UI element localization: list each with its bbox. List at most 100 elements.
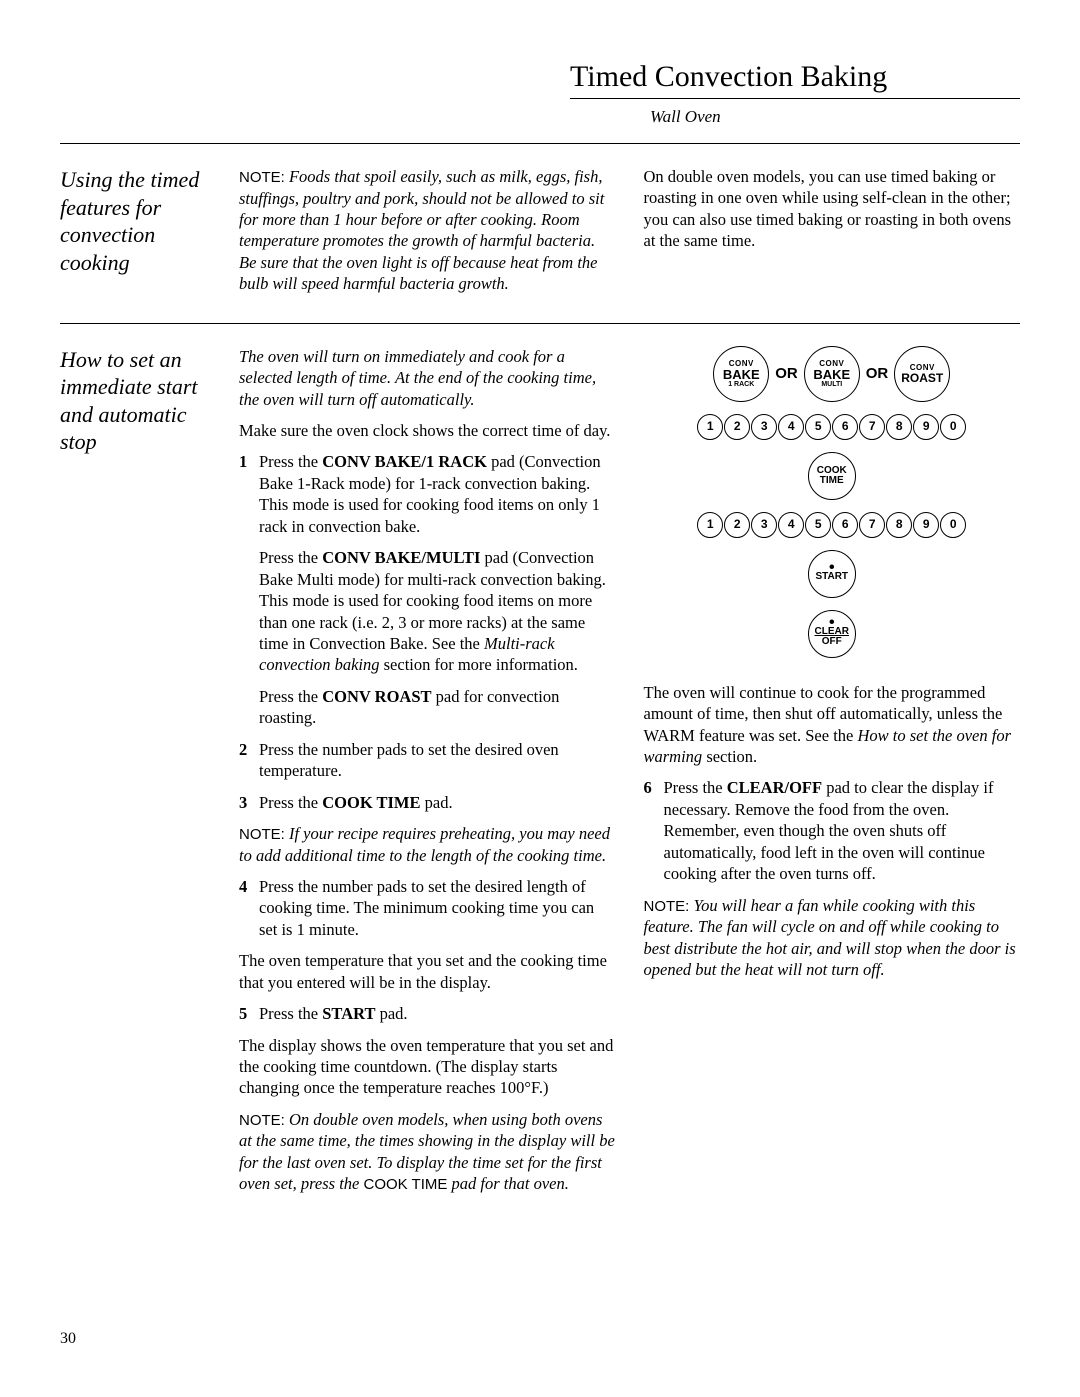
intro-text: The oven will turn on immediately and co…	[239, 346, 616, 410]
step-2: 2 Press the number pads to set the desir…	[239, 739, 616, 782]
step-3: 3 Press the COOK TIME pad.	[239, 792, 616, 813]
section-how-to-set: How to set an immediate start and automa…	[60, 346, 1020, 1205]
step-num-5: 5	[239, 1003, 253, 1024]
num-pad-8b: 8	[886, 512, 912, 538]
section1-left-col: NOTE: Foods that spoil easily, such as m…	[239, 166, 616, 305]
step-num-6: 6	[644, 777, 658, 884]
or1: OR	[775, 364, 798, 384]
s5c: pad.	[375, 1004, 407, 1023]
section-title-2: How to set an immediate start and automa…	[60, 346, 215, 456]
step-num-3: 3	[239, 792, 253, 813]
step-1: 1 Press the CONV BAKE/1 RACK pad (Convec…	[239, 451, 616, 537]
note-4: NOTE: You will hear a fan while cooking …	[644, 895, 1021, 981]
num-pad-6b: 6	[832, 512, 858, 538]
num-pad-4b: 4	[778, 512, 804, 538]
num-pad-9: 9	[913, 414, 939, 440]
s1p2b: CONV BAKE/MULTI	[322, 548, 480, 567]
para-after-4: The oven temperature that you set and th…	[239, 950, 616, 993]
num-pad-5b: 5	[805, 512, 831, 538]
step-5: 5 Press the START pad.	[239, 1003, 616, 1024]
step-num-2: 2	[239, 739, 253, 782]
clock-text: Make sure the oven clock shows the corre…	[239, 420, 616, 441]
num-pad-3: 3	[751, 414, 777, 440]
step-1-p3: Press the CONV ROAST pad for convection …	[259, 686, 616, 729]
ck2: TIME	[820, 476, 844, 486]
conv-bake-1rack-pad-icon: CONV BAKE 1 RACK	[713, 346, 769, 402]
conv-bake-multi-pad-icon: CONV BAKE MULTI	[804, 346, 860, 402]
section1-right-text: On double oven models, you can use timed…	[644, 166, 1021, 252]
conv-roast-pad-icon: CONV ROAST	[894, 346, 950, 402]
num-pad-1: 1	[697, 414, 723, 440]
m1main: BAKE	[723, 368, 760, 381]
num-pad-4: 4	[778, 414, 804, 440]
n3l: NOTE:	[239, 1112, 285, 1129]
page-title: Timed Convection Baking	[570, 60, 1020, 94]
or2: OR	[866, 364, 889, 384]
s6a: Press the	[664, 778, 727, 797]
number-row-1: 1 2 3 4 5 6 7 8 9 0	[697, 414, 966, 440]
note-3: NOTE: On double oven models, when using …	[239, 1109, 616, 1195]
cl2: OFF	[822, 637, 842, 647]
step-4: 4 Press the number pads to set the desir…	[239, 876, 616, 940]
step-1-p2: Press the CONV BAKE/MULTI pad (Convectio…	[259, 547, 616, 676]
m2main: BAKE	[813, 368, 850, 381]
st: START	[815, 572, 848, 582]
right-para-1: The oven will continue to cook for the p…	[644, 682, 1021, 768]
clear-off-pad-icon: • CLEAR OFF	[808, 610, 856, 658]
section2-right-col: CONV BAKE 1 RACK OR CONV BAKE MULTI OR C…	[644, 346, 1021, 1205]
section-using-timed: Using the timed features for convection …	[60, 166, 1020, 305]
s1b: CONV BAKE/1 RACK	[322, 452, 487, 471]
s3c: pad.	[421, 793, 453, 812]
n2l: NOTE:	[239, 826, 285, 843]
num-pad-7: 7	[859, 414, 885, 440]
s1p2e: section for more information.	[380, 655, 578, 674]
num-pad-0b: 0	[940, 512, 966, 538]
s2: Press the number pads to set the desired…	[259, 739, 616, 782]
section-title-1: Using the timed features for convection …	[60, 166, 215, 276]
mode-row: CONV BAKE 1 RACK OR CONV BAKE MULTI OR C…	[713, 346, 950, 402]
num-pad-3b: 3	[751, 512, 777, 538]
number-row-2: 1 2 3 4 5 6 7 8 9 0	[697, 512, 966, 538]
s1p3a: Press the	[259, 687, 322, 706]
page-number: 30	[60, 1330, 76, 1348]
num-pad-8: 8	[886, 414, 912, 440]
s1p2a: Press the	[259, 548, 322, 567]
oven-control-panel-diagram: CONV BAKE 1 RACK OR CONV BAKE MULTI OR C…	[644, 346, 1021, 658]
section1-right-col: On double oven models, you can use timed…	[644, 166, 1021, 305]
s1a: Press the	[259, 452, 322, 471]
start-pad-icon: • START	[808, 550, 856, 598]
num-pad-1b: 1	[697, 512, 723, 538]
s5a: Press the	[259, 1004, 322, 1023]
m1sub: 1 RACK	[728, 381, 754, 388]
note-label: NOTE:	[239, 169, 285, 186]
num-pad-2b: 2	[724, 512, 750, 538]
section2-left-col: The oven will turn on immediately and co…	[239, 346, 616, 1205]
s1p3b: CONV ROAST	[322, 687, 431, 706]
cook-time-pad-icon: COOK TIME	[808, 452, 856, 500]
note-2: NOTE: If your recipe requires preheating…	[239, 823, 616, 866]
num-pad-0: 0	[940, 414, 966, 440]
rp1c: section.	[702, 747, 757, 766]
s3b: COOK TIME	[322, 793, 420, 812]
step-num-4: 4	[239, 876, 253, 940]
s4: Press the number pads to set the desired…	[259, 876, 616, 940]
num-pad-2: 2	[724, 414, 750, 440]
s3a: Press the	[259, 793, 322, 812]
num-pad-6: 6	[832, 414, 858, 440]
n3c: pad for that oven.	[447, 1174, 568, 1193]
s6b: CLEAR/OFF	[727, 778, 822, 797]
num-pad-7b: 7	[859, 512, 885, 538]
header-rule	[570, 98, 1020, 99]
n2b: If your recipe requires preheating, you …	[239, 824, 610, 865]
page-subtitle: Wall Oven	[650, 107, 1020, 127]
note-body: Foods that spoil easily, such as milk, e…	[239, 167, 604, 293]
s5b: START	[322, 1004, 375, 1023]
num-pad-9b: 9	[913, 512, 939, 538]
n4b: You will hear a fan while cooking with t…	[644, 896, 1016, 979]
section-rule-1	[60, 143, 1020, 144]
num-pad-5: 5	[805, 414, 831, 440]
para-after-5: The display shows the oven temperature t…	[239, 1035, 616, 1099]
n4l: NOTE:	[644, 898, 690, 915]
m3main: ROAST	[901, 372, 943, 384]
step-num-1: 1	[239, 451, 253, 537]
